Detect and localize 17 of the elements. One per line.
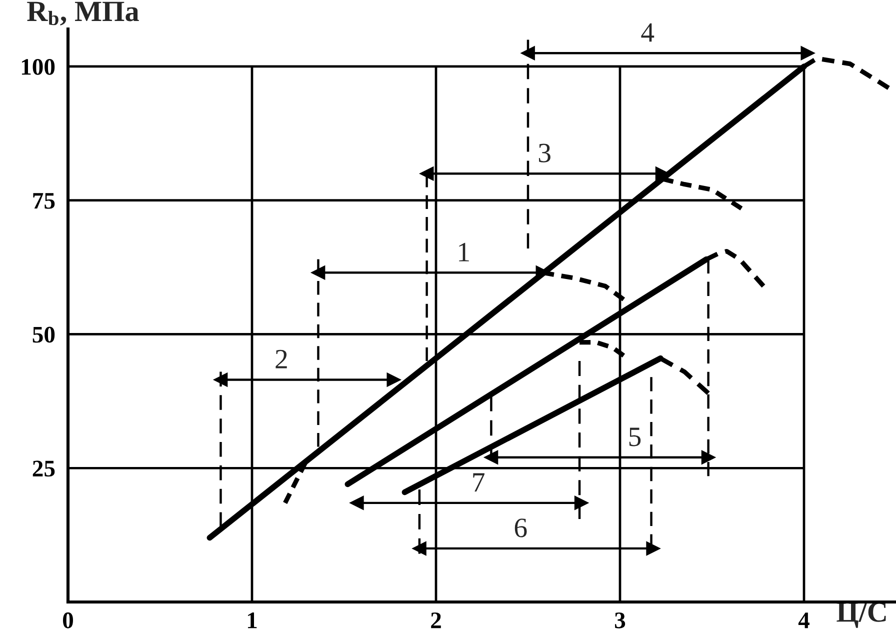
x-tick-label: 2 bbox=[431, 612, 441, 628]
y-tick-label: 25 bbox=[32, 460, 55, 477]
annotation: 6 bbox=[514, 518, 527, 538]
x-tick-label: 3 bbox=[614, 612, 626, 628]
annotation: 1 bbox=[459, 242, 469, 262]
annotation: 7 bbox=[473, 473, 484, 492]
y-tick-label: 100 bbox=[22, 58, 55, 75]
annotation: 2 bbox=[276, 350, 287, 368]
x-tick-label: 0 bbox=[62, 612, 74, 628]
x-tick-label: 1 bbox=[248, 612, 257, 628]
y-tick-label: 50 bbox=[32, 326, 55, 343]
y-tick-label: 75 bbox=[33, 193, 55, 209]
y-axis-title: R$_{b}$, МПа bbox=[27, 2, 139, 26]
x-tick-label: 4 bbox=[798, 612, 810, 628]
annotation: 5 bbox=[629, 428, 641, 446]
annotation: 4 bbox=[641, 23, 654, 42]
annotation: 3 bbox=[538, 144, 550, 162]
